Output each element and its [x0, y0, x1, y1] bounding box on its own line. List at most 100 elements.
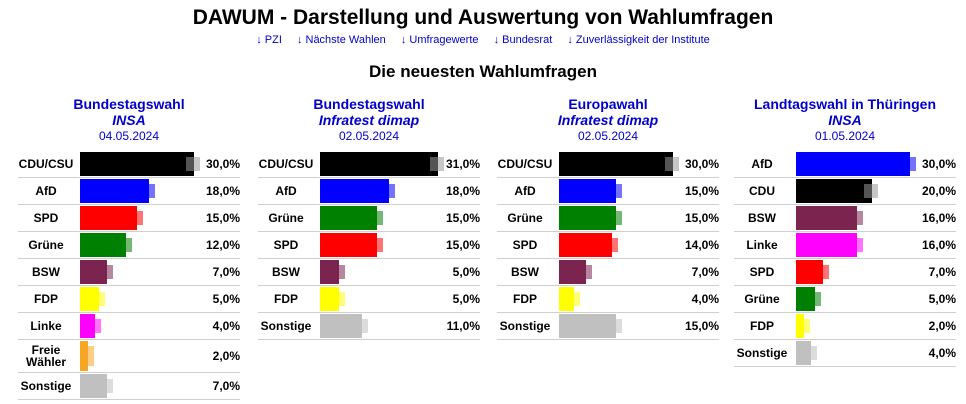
previous-value-marker	[140, 184, 155, 198]
party-bar[interactable]	[796, 233, 857, 257]
party-label: Linke	[30, 319, 62, 333]
party-row-spd: SPD 15,0%	[258, 232, 480, 259]
party-percentage: 30,0%	[684, 157, 719, 171]
party-label: Grüne	[268, 211, 304, 225]
party-label: Freie Wähler	[25, 343, 66, 369]
party-label: AfD	[35, 184, 57, 198]
party-bar[interactable]	[80, 152, 195, 176]
party-bar[interactable]	[559, 314, 617, 338]
party-label: SPD	[273, 238, 299, 252]
previous-value-marker	[902, 157, 917, 171]
previous-value-marker	[814, 265, 829, 279]
party-label: Sonstige	[260, 319, 312, 333]
party-row-gruene: Grüne 12,0%	[18, 232, 240, 259]
party-row-cdu-csu: CDU/CSU 30,0%	[497, 151, 719, 178]
previous-value-marker	[369, 211, 384, 225]
party-row-spd: SPD 15,0%	[18, 205, 240, 232]
party-label: BSW	[748, 211, 776, 225]
party-label: SPD	[512, 238, 538, 252]
poll-election-title[interactable]: Europawahl	[568, 96, 648, 112]
party-row-afd: AfD 30,0%	[734, 151, 956, 178]
previous-value-marker	[566, 292, 581, 306]
party-bar[interactable]	[796, 152, 911, 176]
poll-date: 04.05.2024	[98, 129, 160, 143]
nav-link-next-elections[interactable]: ↓ Nächste Wahlen	[296, 34, 386, 46]
party-label: BSW	[32, 265, 60, 279]
party-label: Linke	[746, 238, 778, 252]
party-percentage: 18,0%	[205, 184, 240, 198]
previous-value-marker	[98, 379, 113, 393]
nav-link-bundesrat[interactable]: ↓ Bundesrat	[493, 34, 553, 46]
party-row-bsw: BSW 7,0%	[497, 259, 719, 286]
poll-date: 02.05.2024	[577, 129, 639, 143]
previous-value-marker	[186, 157, 201, 171]
party-row-bsw: BSW 5,0%	[258, 259, 480, 286]
poll-election-title[interactable]: Bundestagswahl	[313, 96, 425, 112]
previous-value-marker	[795, 319, 810, 333]
party-percentage: 15,0%	[205, 211, 240, 225]
party-bar[interactable]	[320, 233, 378, 257]
party-bar[interactable]	[320, 206, 378, 230]
party-percentage: 11,0%	[446, 319, 480, 333]
party-percentage: 4,0%	[212, 319, 240, 333]
party-bar[interactable]	[80, 206, 138, 230]
party-row-cdu-csu: CDU/CSU 30,0%	[18, 151, 240, 178]
previous-value-marker	[848, 238, 863, 252]
poll-bars: CDU/CSU 31,0% AfD 18,0% Grüne 15,0% SPD 15,0% BS…	[258, 151, 480, 340]
party-label: CDU	[749, 184, 775, 198]
party-label: Sonstige	[499, 319, 551, 333]
poll-institute[interactable]: INSA	[828, 112, 862, 128]
party-bar[interactable]	[796, 206, 857, 230]
party-bar[interactable]	[80, 179, 149, 203]
party-row-afd: AfD 18,0%	[258, 178, 480, 205]
party-percentage: 30,0%	[205, 157, 240, 171]
nav-link-institute-reliability[interactable]: ↓ Zuverlässigkeit der Institute	[567, 34, 710, 46]
poll-election-title[interactable]: Bundestagswahl	[73, 96, 185, 112]
party-percentage: 5,0%	[212, 292, 240, 306]
party-row-gruene: Grüne 5,0%	[734, 286, 956, 313]
poll-bars: AfD 30,0% CDU 20,0% BSW 16,0% Linke 16,0% SPD 7,0…	[734, 151, 956, 367]
party-row-afd: AfD 15,0%	[497, 178, 719, 205]
party-bar[interactable]	[559, 152, 674, 176]
party-bar[interactable]	[559, 179, 617, 203]
nav-links: ↓ PZI ↓ Nächste Wahlen ↓ Umfragewerte ↓ …	[0, 34, 966, 46]
party-percentage: 4,0%	[928, 346, 956, 360]
poll-institute[interactable]: Infratest dimap	[557, 112, 659, 128]
previous-value-marker	[807, 292, 822, 306]
party-row-sonstige: Sonstige 11,0%	[258, 313, 480, 340]
party-label: Grüne	[744, 292, 780, 306]
party-percentage: 2,0%	[212, 349, 240, 363]
page-title: DAWUM - Darstellung und Auswertung von W…	[192, 6, 774, 29]
party-row-fdp: FDP 4,0%	[497, 286, 719, 313]
party-percentage: 31,0%	[445, 157, 480, 171]
party-label: BSW	[272, 265, 300, 279]
poll-institute[interactable]: Infratest dimap	[318, 112, 420, 128]
party-bar[interactable]	[320, 152, 438, 176]
previous-value-marker	[848, 211, 863, 225]
party-percentage: 7,0%	[928, 265, 956, 279]
previous-value-marker	[864, 184, 879, 198]
party-row-fdp: FDP 5,0%	[258, 286, 480, 313]
poll-institute[interactable]: INSA	[112, 112, 146, 128]
party-bar[interactable]	[796, 179, 873, 203]
party-row-afd: AfD 18,0%	[18, 178, 240, 205]
party-row-freie-waehler: Freie Wähler 2,0%	[18, 340, 240, 373]
party-row-cdu: CDU 20,0%	[734, 178, 956, 205]
previous-value-marker	[608, 184, 623, 198]
previous-value-marker	[608, 319, 623, 333]
nav-link-pzi[interactable]: ↓ PZI	[256, 34, 282, 46]
party-bar[interactable]	[320, 179, 389, 203]
party-bar[interactable]	[559, 206, 617, 230]
nav-link-poll-values[interactable]: ↓ Umfragewerte	[400, 34, 479, 46]
party-percentage: 15,0%	[684, 211, 719, 225]
party-bar[interactable]	[559, 233, 613, 257]
party-percentage: 7,0%	[212, 379, 240, 393]
poll-election-title[interactable]: Landtagswahl in Thüringen	[754, 96, 936, 112]
party-percentage: 15,0%	[684, 184, 719, 198]
previous-value-marker	[91, 292, 106, 306]
party-label: FDP	[750, 319, 774, 333]
poll-date: 02.05.2024	[338, 129, 400, 143]
previous-value-marker	[604, 238, 619, 252]
party-row-bsw: BSW 7,0%	[18, 259, 240, 286]
party-label: CDU/CSU	[497, 157, 553, 171]
